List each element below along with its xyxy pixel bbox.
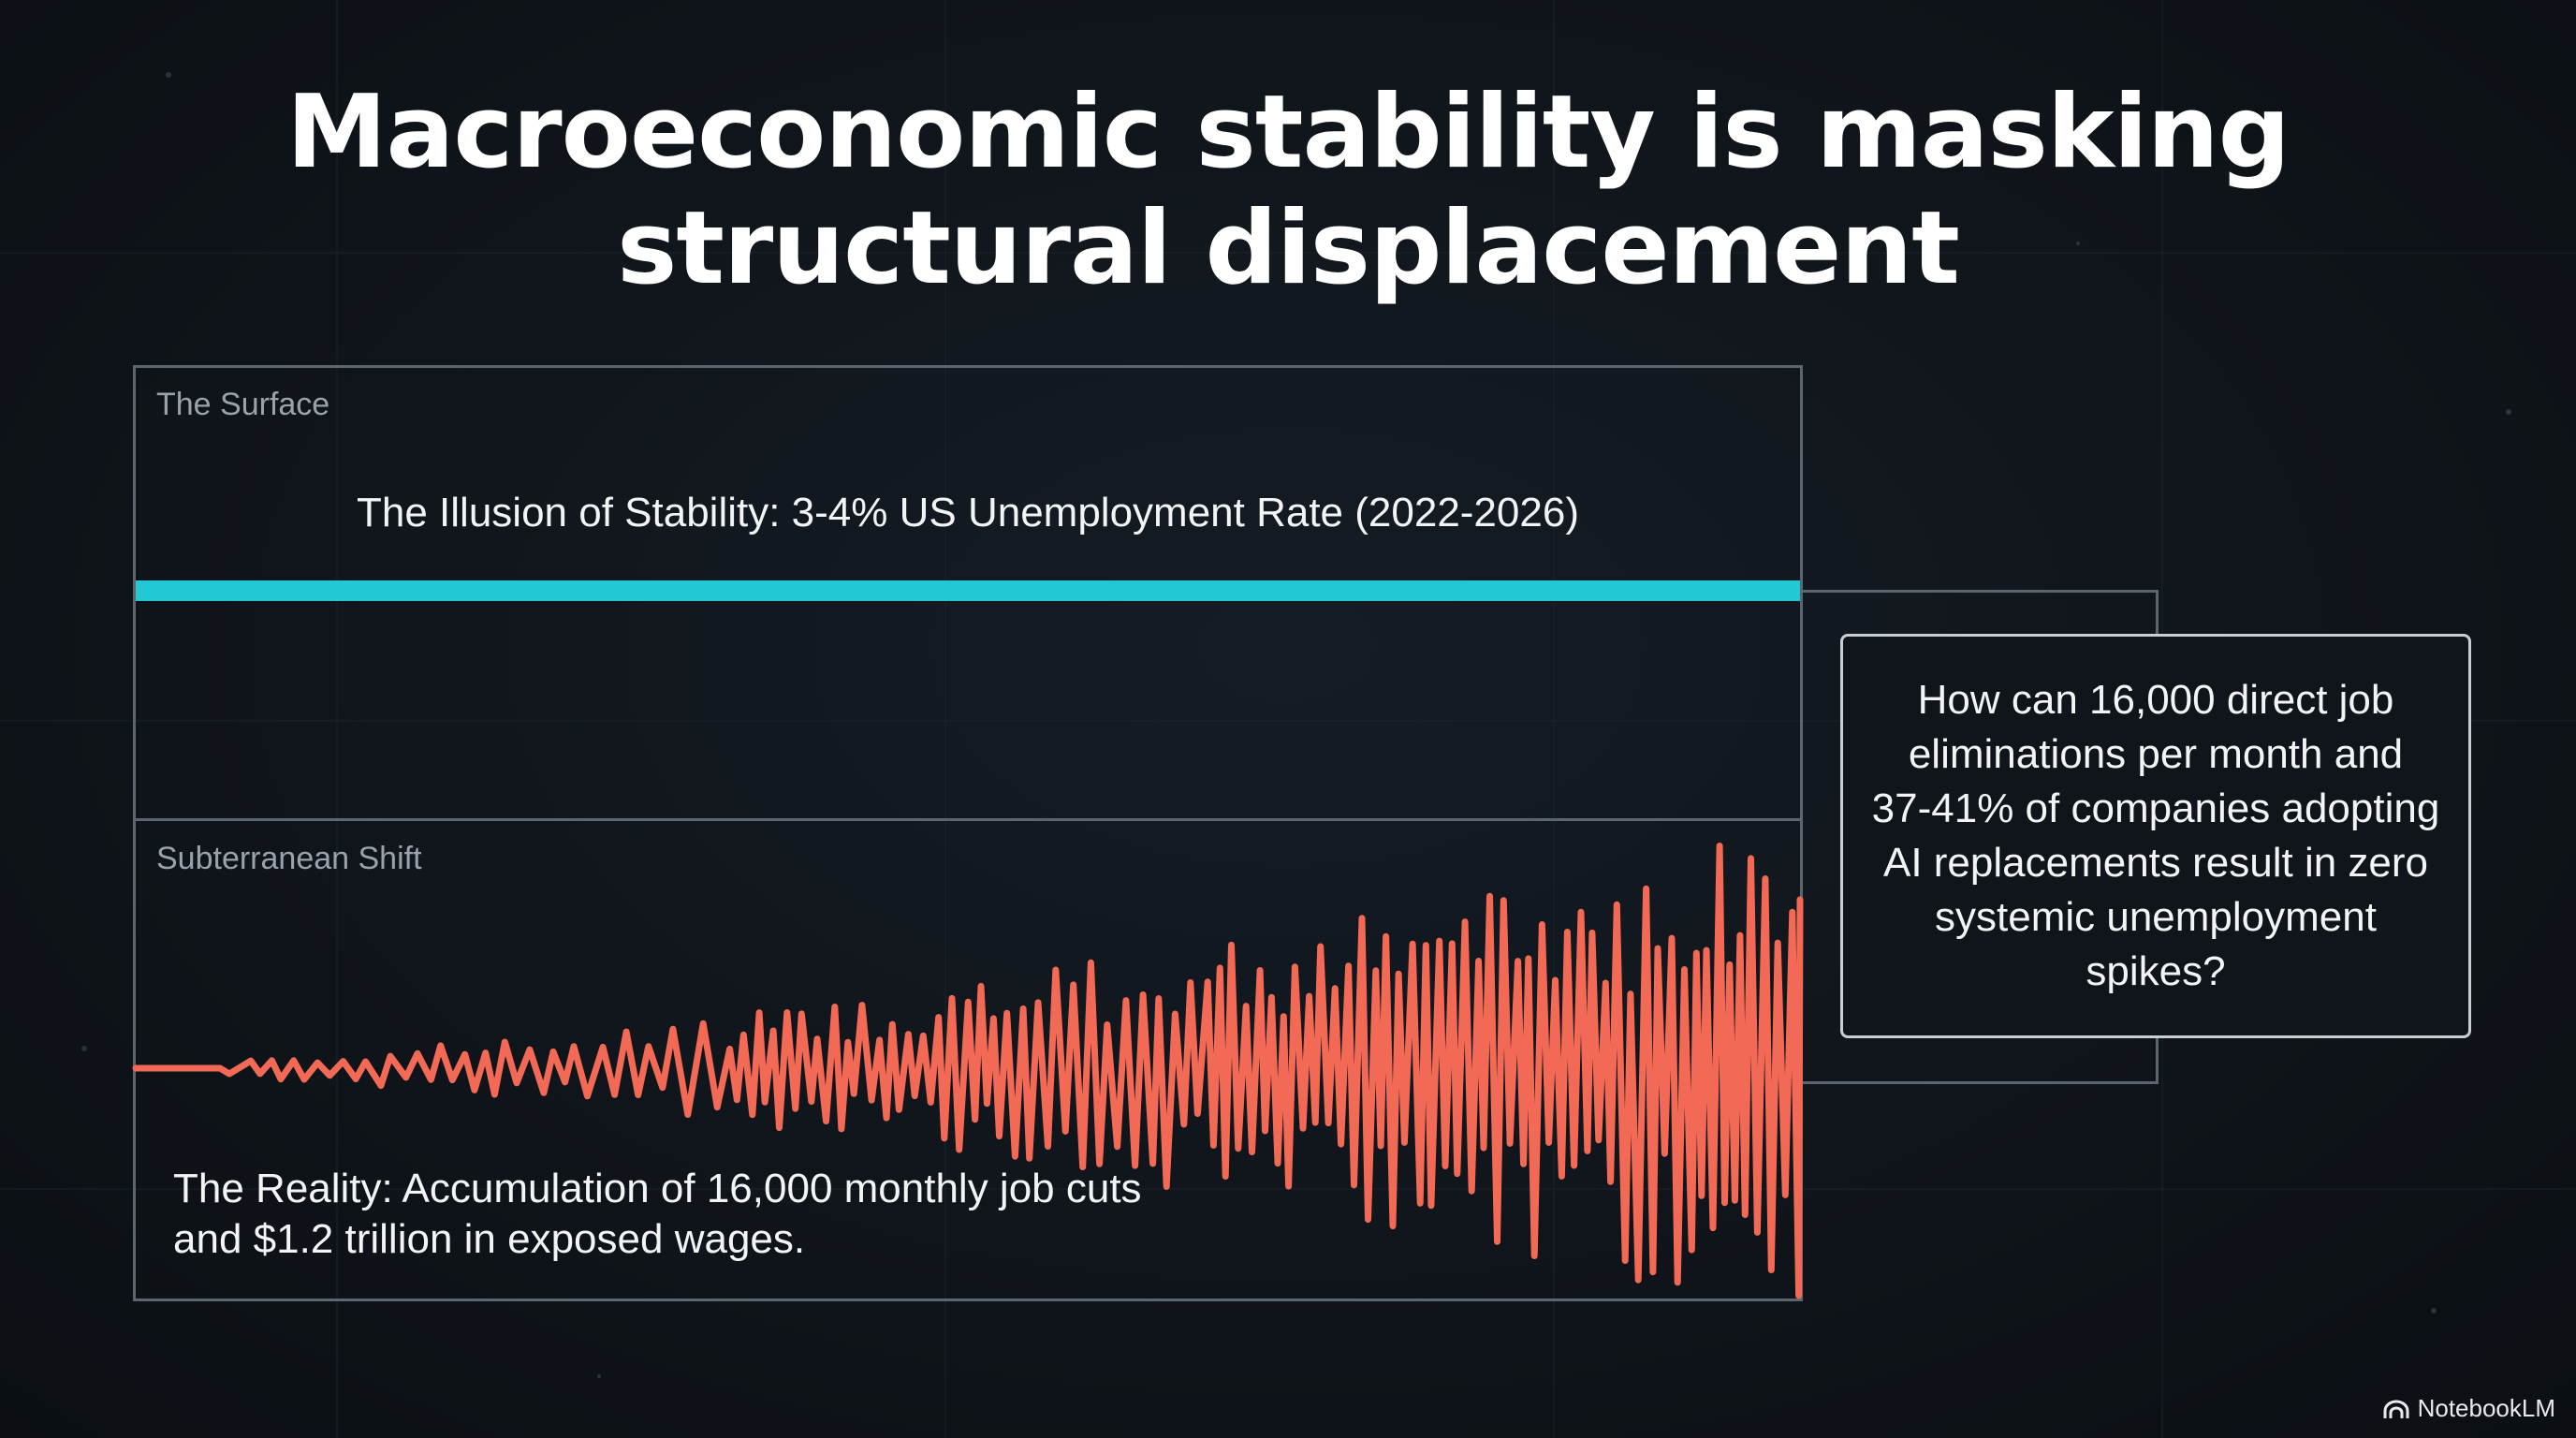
- brand-name: NotebookLM: [2417, 1394, 2555, 1422]
- question-text: How can 16,000 direct job eliminations p…: [1872, 673, 2440, 999]
- question-line-3: 37-41% of companies adopting: [1871, 785, 2440, 831]
- slide-title-line-1: Macroeconomic stability is masking: [286, 74, 2291, 191]
- reality-caption: The Reality: Accumulation of 16,000 mont…: [173, 1164, 1296, 1265]
- question-line-2: eliminations per month and: [1908, 731, 2404, 777]
- question-line-5: systemic unemployment: [1935, 894, 2377, 940]
- slide-title-line-2: structural displacement: [617, 190, 1960, 307]
- reality-waveform: [132, 843, 1804, 1299]
- reality-caption-line-2: and $1.2 trillion in exposed wages.: [173, 1216, 806, 1262]
- panel-divider: [136, 818, 1800, 821]
- slide-title: Macroeconomic stability is masking struc…: [0, 75, 2576, 307]
- subterranean-section-label: Subterranean Shift: [156, 841, 422, 876]
- reality-wave-line: [132, 843, 1804, 1299]
- question-box: How can 16,000 direct job eliminations p…: [1840, 634, 2471, 1038]
- question-line-1: How can 16,000 direct job: [1917, 677, 2394, 723]
- notebooklm-logo-icon: [2383, 1400, 2409, 1418]
- comparison-panel: The Surface The Illusion of Stability: 3…: [132, 365, 1804, 1301]
- reality-caption-line-1: The Reality: Accumulation of 16,000 mont…: [173, 1166, 1142, 1211]
- question-line-6: spikes?: [2086, 948, 2226, 994]
- question-line-4: AI replacements result in zero: [1882, 840, 2429, 886]
- stability-caption: The Illusion of Stability: 3-4% US Unemp…: [357, 490, 1579, 536]
- brand-badge: NotebookLM: [2382, 1394, 2555, 1423]
- stability-line: [136, 580, 1800, 601]
- surface-section-label: The Surface: [156, 387, 330, 422]
